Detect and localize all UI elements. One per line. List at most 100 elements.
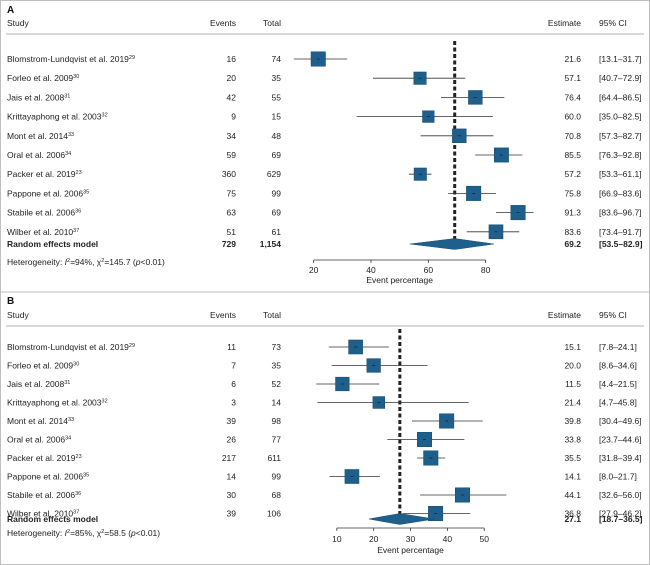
panel-a-study-estimate: 70.8 bbox=[564, 131, 581, 141]
panel-a-study-total: 629 bbox=[267, 169, 281, 179]
panel-b-heterogeneity: Heterogeneity: I2=85%, χ2=58.5 (p<0.01) bbox=[7, 528, 160, 538]
panel-a-study-ci: [83.6–96.7] bbox=[599, 208, 642, 218]
panel-a-x-axis-label: Event percentage bbox=[366, 275, 433, 285]
panel-a-study-name: Forleo et al. 200930 bbox=[7, 73, 79, 83]
panel-b-study-estimate: 15.1 bbox=[564, 342, 581, 352]
panel-a-pooled-events: 729 bbox=[222, 239, 236, 249]
panel-b-study-total: 35 bbox=[272, 361, 282, 371]
panel-b-study-events: 39 bbox=[227, 509, 237, 519]
panel-a-study-total: 35 bbox=[272, 73, 282, 83]
panel-b-study-ci: [8.0–21.7] bbox=[599, 472, 637, 482]
panel-b-study-ci: [32.6–56.0] bbox=[599, 490, 642, 500]
panel-a-study-total: 48 bbox=[272, 131, 282, 141]
panel-b-study-events: 7 bbox=[231, 361, 236, 371]
panel-b-study-total: 99 bbox=[272, 472, 282, 482]
panel-b-study-estimate: 11.5 bbox=[565, 379, 581, 389]
panel-a-header-estimate: Estimate bbox=[548, 18, 581, 28]
panel-a-study-ci: [76.3–92.8] bbox=[599, 150, 642, 160]
panel-a-header-ci: 95% CI bbox=[599, 18, 627, 28]
panel-b-study-estimate: 39.8 bbox=[564, 416, 581, 426]
panel-b-study-total: 52 bbox=[272, 379, 282, 389]
panel-a-study-events: 20 bbox=[227, 73, 237, 83]
panel-b-study-total: 73 bbox=[272, 342, 282, 352]
panel-b-study-total: 98 bbox=[272, 416, 282, 426]
panel-b-study-total: 77 bbox=[272, 435, 282, 445]
panel-b-study-name: Forleo et al. 200930 bbox=[7, 361, 79, 371]
panel-a-header-study: Study bbox=[7, 18, 29, 28]
panel-b-x-tick-label: 10 bbox=[332, 534, 342, 544]
panel-a-study-total: 99 bbox=[272, 188, 282, 198]
panel-a-x-tick-label: 80 bbox=[481, 265, 491, 275]
panel-b-study-ci: [23.7–44.6] bbox=[599, 435, 642, 445]
panel-a-study-total: 74 bbox=[272, 54, 282, 64]
panel-a-study-total: 15 bbox=[272, 112, 282, 122]
panel-a-pooled-ci: [53.5–82.9] bbox=[599, 239, 643, 249]
panel-a-x-tick-label: 60 bbox=[424, 265, 434, 275]
panel-a-study-estimate: 83.6 bbox=[564, 227, 581, 237]
panel-b-study-events: 217 bbox=[222, 453, 236, 463]
panel-b-study-events: 6 bbox=[231, 379, 236, 389]
panel-b-study-name: Jais et al. 200831 bbox=[7, 379, 70, 389]
panel-b-study-estimate: 20.0 bbox=[564, 361, 581, 371]
panel-a-study-ci: [66.9–83.6] bbox=[599, 188, 642, 198]
panel-b-study-total: 106 bbox=[267, 509, 281, 519]
panel-a-x-tick-label: 40 bbox=[366, 265, 376, 275]
panel-a-study-total: 61 bbox=[272, 227, 282, 237]
panel-b-header-estimate: Estimate bbox=[548, 310, 581, 320]
panel-a-study-estimate: 75.8 bbox=[564, 188, 581, 198]
panel-a-study-events: 360 bbox=[222, 169, 236, 179]
panel-b-study-ci: [30.4–49.6] bbox=[599, 416, 642, 426]
panel-a-study-ci: [40.7–72.9] bbox=[599, 73, 642, 83]
panel-a-study-estimate: 91.3 bbox=[564, 208, 581, 218]
panel-b-study-ci: [8.6–34.6] bbox=[599, 361, 637, 371]
panel-b-pooled-name: Random effects model bbox=[7, 514, 98, 524]
panel-a-study-estimate: 60.0 bbox=[564, 112, 581, 122]
panel-b-study-name: Stabile et al. 200636 bbox=[7, 490, 81, 500]
panel-b-study-total: 14 bbox=[272, 398, 282, 408]
panel-a-study-ci: [57.3–82.7] bbox=[599, 131, 642, 141]
panel-b-study-total: 68 bbox=[272, 490, 282, 500]
panel-b-x-tick-label: 50 bbox=[479, 534, 489, 544]
panel-b-label: B bbox=[7, 296, 14, 307]
panel-b-header-events: Events bbox=[210, 310, 236, 320]
panel-a-header-total: Total bbox=[263, 18, 281, 28]
panel-b-study-estimate: 14.1 bbox=[564, 472, 581, 482]
panel-b-x-tick-label: 20 bbox=[369, 534, 379, 544]
panel-b-study-events: 14 bbox=[227, 472, 237, 482]
panel-a-pooled-name: Random effects model bbox=[7, 239, 98, 249]
panel-b-study-total: 611 bbox=[267, 453, 281, 463]
panel-b-study-name: Oral et al. 200634 bbox=[7, 435, 71, 445]
panel-a-study-estimate: 85.5 bbox=[564, 150, 581, 160]
panel-b-study-name: Blomstrom-Lundqvist et al. 201929 bbox=[7, 342, 135, 352]
panel-a-study-events: 59 bbox=[227, 150, 237, 160]
panel-b-study-ci: [4.4–21.5] bbox=[599, 379, 637, 389]
panel-a-study-total: 55 bbox=[272, 92, 282, 102]
panel-b-study-ci: [27.9–46.2] bbox=[599, 509, 642, 519]
panel-b-pooled-ci: [18.7–36.5] bbox=[599, 514, 643, 524]
panel-a-study-name: Pappone et al. 200635 bbox=[7, 188, 89, 198]
panel-a-label: A bbox=[7, 5, 14, 16]
panel-b-study-name: Packer et al. 201923 bbox=[7, 453, 82, 463]
panel-a-study-ci: [73.4–91.7] bbox=[599, 227, 642, 237]
panel-b-header-study: Study bbox=[7, 310, 29, 320]
panel-b-study-events: 30 bbox=[227, 490, 237, 500]
panel-b-study-estimate: 21.4 bbox=[564, 398, 581, 408]
panel-a-pooled-diamond bbox=[409, 238, 495, 250]
panel-a-study-estimate: 57.2 bbox=[564, 169, 581, 179]
panel-a-study-ci: [13.1–31.7] bbox=[599, 54, 642, 64]
panel-a-study-events: 75 bbox=[227, 188, 237, 198]
panel-b-study-events: 3 bbox=[231, 398, 236, 408]
panel-b-pooled-diamond bbox=[368, 513, 435, 525]
panel-a-study-total: 69 bbox=[272, 150, 282, 160]
panel-a-study-name: Krittayaphong et al. 200332 bbox=[7, 112, 108, 122]
panel-a-study-events: 51 bbox=[227, 227, 237, 237]
panel-b-x-tick-label: 40 bbox=[443, 534, 453, 544]
panel-a-header-events: Events bbox=[210, 18, 236, 28]
panel-a-heterogeneity: Heterogeneity: I2=94%, χ2=145.7 (p<0.01) bbox=[7, 257, 165, 267]
panel-b-study-events: 26 bbox=[227, 435, 237, 445]
panel-a-study-ci: [35.0–82.5] bbox=[599, 112, 642, 122]
panel-b-study-estimate: 35.5 bbox=[564, 453, 581, 463]
